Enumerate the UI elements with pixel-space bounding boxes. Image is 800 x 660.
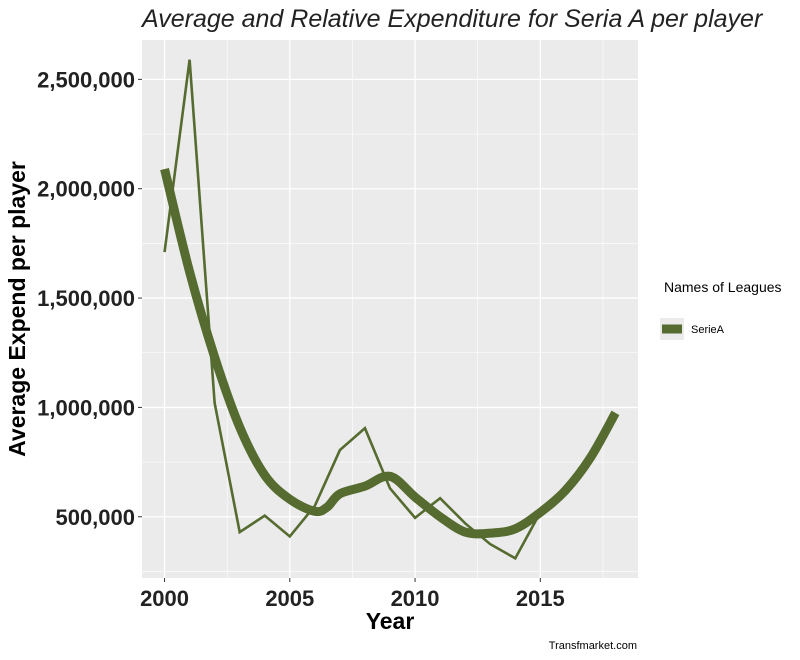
legend-label-serieA: SerieA xyxy=(691,324,725,336)
x-tick-label: 2005 xyxy=(265,586,314,611)
chart-title: Average and Relative Expenditure for Ser… xyxy=(140,5,764,33)
legend-title: Names of Leagues xyxy=(664,279,782,295)
y-axis-title: Average Expend per player xyxy=(4,161,30,457)
y-axis: 500,000 1,000,000 1,500,000 2,000,000 2,500,… xyxy=(37,67,142,530)
caption: Transfmarket.com xyxy=(549,640,637,652)
x-axis: 2000 2005 2010 2015 xyxy=(140,578,565,611)
y-tick-label: 1,500,000 xyxy=(37,286,135,311)
y-tick-label: 500,000 xyxy=(55,505,135,530)
x-tick-label: 2015 xyxy=(516,586,565,611)
x-axis-title: Year xyxy=(366,608,415,634)
y-tick-label: 1,000,000 xyxy=(37,395,135,420)
grid-minor xyxy=(142,40,638,578)
x-tick-label: 2010 xyxy=(391,586,440,611)
grid-major xyxy=(142,40,638,578)
series-line-serieA-smoothed xyxy=(160,167,620,539)
series-layer xyxy=(160,59,620,561)
y-tick-label: 2,000,000 xyxy=(37,177,135,202)
x-tick-label: 2000 xyxy=(140,586,189,611)
legend: Names of Leagues SerieA xyxy=(660,279,782,340)
y-tick-label: 2,500,000 xyxy=(37,67,135,92)
